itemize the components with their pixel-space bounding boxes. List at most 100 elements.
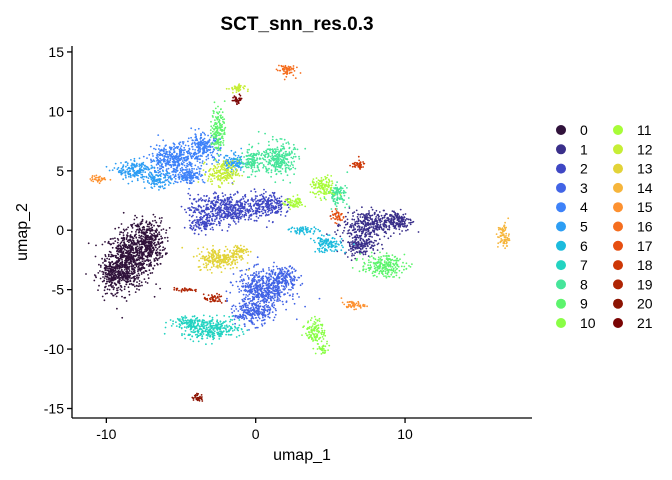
point (140, 237, 143, 240)
point (197, 166, 200, 168)
point (134, 214, 137, 217)
point (174, 147, 177, 149)
point (249, 297, 251, 300)
point (268, 206, 270, 209)
point (195, 200, 198, 203)
point (393, 218, 395, 221)
point (192, 227, 195, 229)
point (93, 279, 96, 282)
point (271, 271, 274, 274)
point (196, 220, 199, 223)
point (260, 323, 263, 325)
point (357, 220, 360, 223)
point (375, 216, 378, 218)
point (206, 142, 209, 144)
point (125, 268, 128, 271)
point (351, 254, 353, 257)
point (175, 155, 178, 158)
point (376, 243, 379, 246)
point (161, 255, 164, 257)
point (108, 284, 110, 287)
point (154, 219, 157, 222)
point (164, 160, 166, 163)
point (191, 145, 194, 148)
point (234, 164, 237, 167)
point (280, 203, 282, 206)
point (318, 251, 321, 253)
point (319, 238, 322, 241)
point (146, 234, 149, 237)
point (130, 230, 133, 233)
point (391, 215, 394, 218)
point (287, 269, 289, 272)
point (120, 167, 123, 170)
point (181, 166, 183, 169)
point (232, 304, 235, 307)
point (277, 281, 279, 284)
point (212, 213, 215, 216)
point (146, 223, 149, 226)
point (120, 279, 123, 282)
point (265, 206, 268, 209)
point (251, 197, 253, 200)
point (153, 243, 156, 245)
point (226, 210, 229, 213)
point (126, 278, 128, 280)
point (259, 305, 262, 308)
point (260, 313, 263, 315)
point (116, 241, 119, 244)
point (363, 244, 365, 247)
point (382, 209, 385, 212)
point (176, 152, 178, 155)
point (382, 228, 385, 230)
point (204, 200, 207, 203)
point (150, 237, 153, 240)
point (239, 276, 242, 278)
point (138, 283, 141, 285)
point (162, 170, 165, 173)
point (135, 236, 138, 239)
point (148, 229, 151, 232)
point (230, 149, 233, 152)
point (318, 297, 321, 300)
point (356, 229, 359, 231)
point (119, 272, 122, 275)
point (151, 272, 154, 274)
point (183, 151, 185, 154)
point (272, 301, 275, 304)
point (355, 242, 357, 245)
point (265, 276, 268, 279)
point (183, 176, 185, 179)
point (240, 202, 242, 204)
point (287, 284, 290, 286)
point (273, 200, 276, 203)
point (205, 158, 208, 161)
point (287, 198, 289, 200)
point (353, 211, 356, 214)
point (180, 162, 183, 165)
point (194, 129, 197, 131)
point (95, 276, 97, 279)
point (127, 275, 130, 277)
point (130, 277, 133, 280)
point (132, 255, 135, 258)
point (131, 241, 134, 244)
point (146, 282, 149, 284)
point (399, 221, 402, 224)
point (136, 252, 139, 255)
point (141, 220, 144, 222)
point (236, 156, 239, 159)
point (163, 152, 165, 155)
point (170, 166, 173, 169)
point (140, 264, 143, 266)
point (271, 295, 274, 298)
point (140, 251, 143, 254)
point (157, 169, 160, 172)
point (350, 233, 353, 236)
point (348, 235, 351, 238)
point (361, 216, 364, 219)
point (117, 270, 120, 273)
point (129, 169, 131, 172)
point (215, 212, 217, 215)
point (175, 166, 178, 169)
